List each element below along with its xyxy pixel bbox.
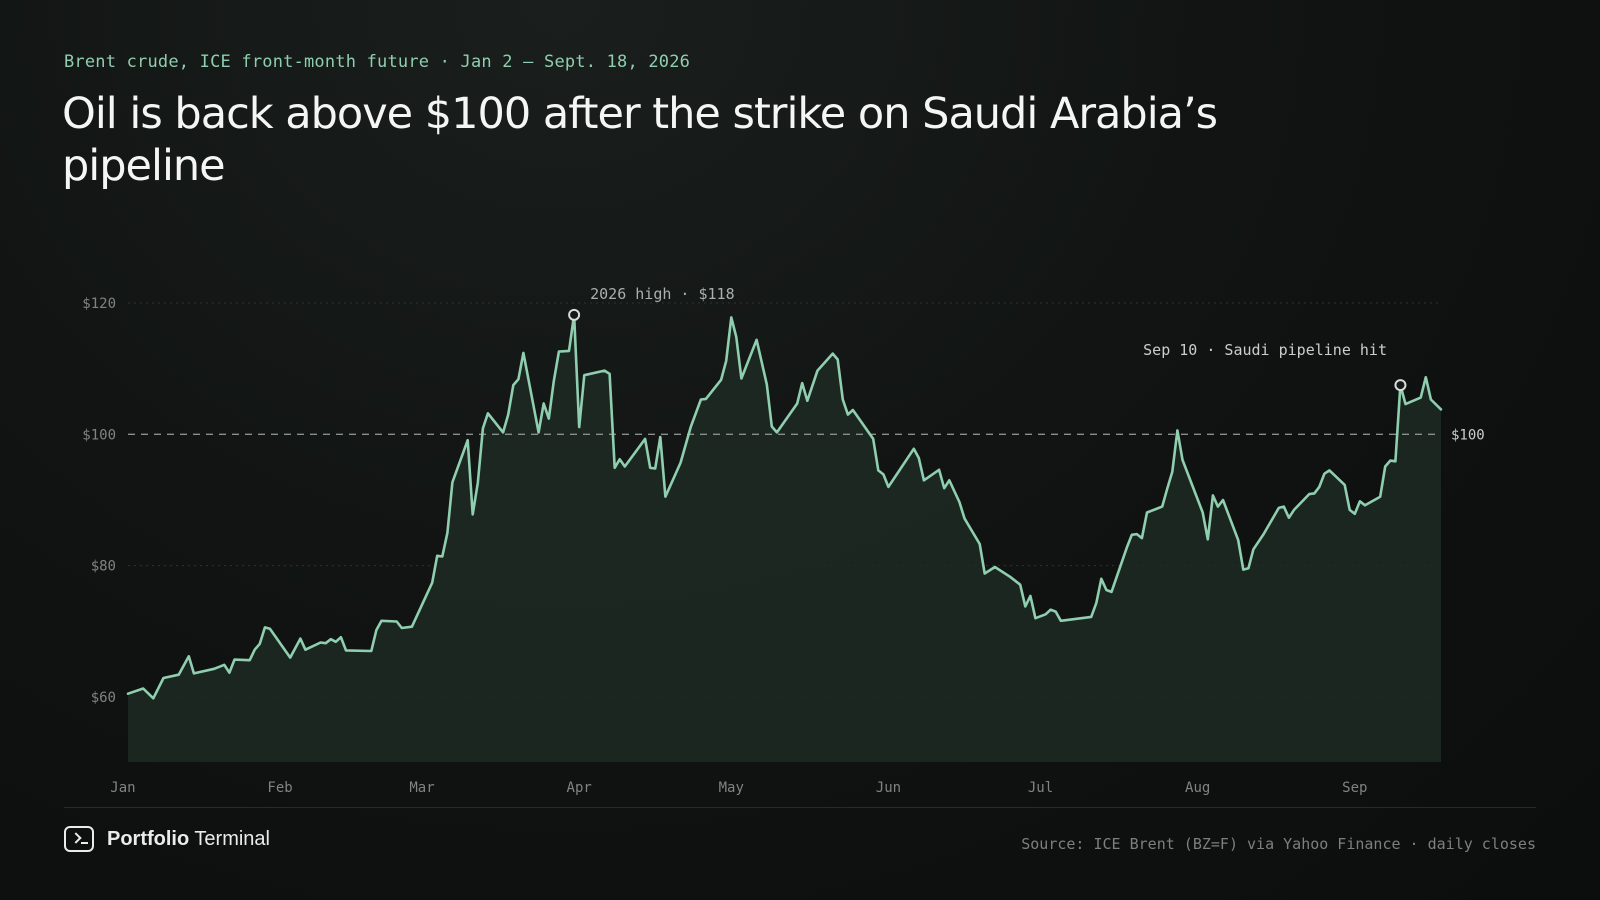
x-tick-label: Apr	[567, 780, 592, 796]
footer-divider	[64, 807, 1536, 808]
line-layer	[126, 313, 1443, 700]
chart-kicker: Brent crude, ICE front-month future · Ja…	[64, 52, 691, 72]
y-tick-label: $80	[91, 559, 116, 575]
high-annotation-label: 2026 high · $118	[590, 285, 735, 303]
x-tick-label: May	[719, 780, 744, 796]
brand-name: Portfolio Terminal	[107, 828, 270, 851]
brand-name-bold: Portfolio	[107, 827, 190, 850]
tick-layer: $60 $80 $100 $120 Jan Feb Mar Apr May Jun Jul Aug Se…	[82, 296, 1367, 796]
price-line	[126, 313, 1443, 700]
high-marker	[568, 308, 581, 321]
y-tick-label: $60	[91, 690, 116, 706]
x-tick-label: Sep	[1342, 780, 1367, 796]
y-tick-label: $100	[82, 427, 116, 443]
area-layer	[128, 314, 1441, 762]
x-tick-label: Jun	[876, 780, 901, 796]
annotation-layer: 2026 high · $118 Sep 10 · Saudi pipeline …	[568, 285, 1407, 392]
x-tick-label: Jul	[1028, 780, 1053, 796]
terminal-icon	[64, 826, 94, 852]
x-tick-label: Feb	[267, 780, 292, 796]
x-tick-label: Jan	[110, 780, 135, 796]
reference-line-label: $100	[1451, 427, 1485, 443]
pipeline-hit-label: Sep 10 · Saudi pipeline hit	[1143, 341, 1387, 359]
brand-logo: Portfolio Terminal	[64, 826, 270, 852]
x-tick-label: Mar	[409, 780, 434, 796]
chart-title: Oil is back above $100 after the strike …	[62, 89, 1218, 191]
brand-name-light: Terminal	[194, 827, 270, 850]
price-area	[128, 314, 1441, 762]
source-note: Source: ICE Brent (BZ=F) via Yahoo Finan…	[1021, 835, 1536, 853]
x-tick-label: Aug	[1185, 780, 1210, 796]
pipeline-hit-marker	[1394, 379, 1407, 392]
y-tick-label: $120	[82, 296, 116, 312]
reference-layer: $100	[128, 427, 1485, 443]
